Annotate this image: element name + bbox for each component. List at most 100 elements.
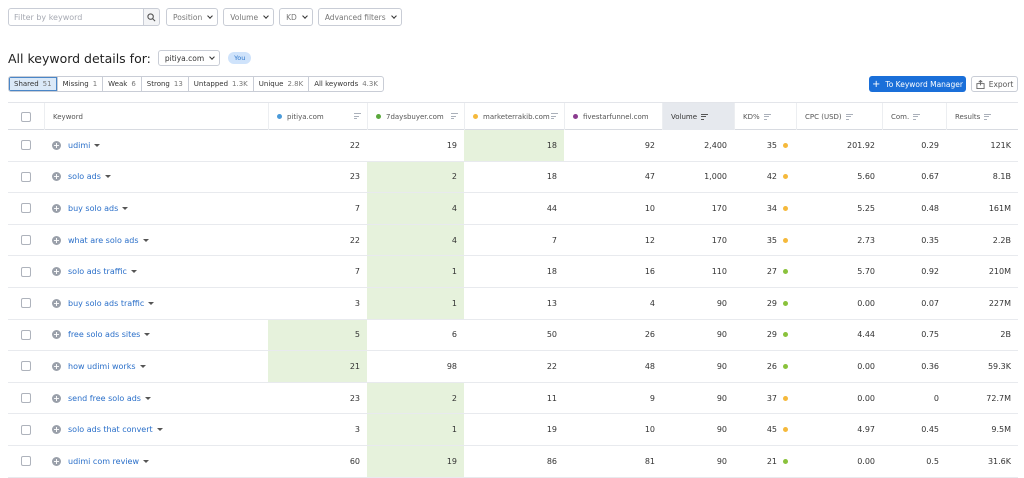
row-checkbox[interactable] [21, 140, 31, 151]
keyword-cell: + buy solo ads [44, 193, 268, 224]
search-button[interactable] [144, 8, 160, 26]
domain-selector[interactable]: pitiya.com [157, 50, 221, 66]
row-select-cell [8, 130, 44, 161]
chevron-down-icon [209, 53, 216, 60]
keyword-manager-button[interactable]: + To Keyword Manager [869, 76, 966, 92]
caret-down-icon[interactable] [122, 206, 129, 210]
cell-d1: 3 [354, 425, 360, 435]
row-checkbox[interactable] [21, 424, 31, 435]
keyword-link[interactable]: send free solo ads [68, 394, 151, 403]
col-results[interactable]: Results [946, 103, 1018, 130]
row-select-cell [8, 446, 44, 477]
col-domain-3[interactable]: marketerrakib.com [464, 103, 564, 130]
cell-d3: 19 [546, 425, 557, 435]
row-checkbox[interactable] [21, 329, 31, 340]
expand-plus-icon[interactable]: + [52, 330, 61, 340]
position-dropdown[interactable]: Position [166, 8, 219, 26]
caret-down-icon[interactable] [139, 364, 146, 368]
kd-value: 42 [766, 172, 777, 182]
keyword-text: send free solo ads [68, 393, 141, 403]
keyword-link[interactable]: buy solo ads traffic [68, 299, 155, 308]
caret-down-icon[interactable] [143, 459, 150, 463]
segment-tab-all-keywords[interactable]: All keywords 4.3K [309, 77, 383, 91]
volume-dropdown[interactable]: Volume [223, 8, 275, 26]
expand-plus-icon[interactable]: + [52, 140, 61, 150]
caret-down-icon[interactable] [130, 270, 137, 274]
cell-kd: 21 [734, 446, 796, 477]
cell-com: 0.36 [921, 361, 939, 371]
cell-d4: 48 [644, 361, 655, 371]
kd-value: 45 [766, 425, 777, 435]
keyword-link[interactable]: udimi [68, 141, 101, 150]
keyword-text: solo ads [68, 172, 101, 182]
row-checkbox[interactable] [21, 266, 31, 277]
keyword-filter-input[interactable] [8, 8, 144, 26]
row-select-cell [8, 225, 44, 256]
segment-tab-label: Shared [14, 80, 39, 88]
row-checkbox[interactable] [21, 456, 31, 467]
export-button[interactable]: Export [971, 76, 1018, 92]
keyword-link[interactable]: solo ads that convert [68, 425, 163, 434]
cell-d4: 47 [644, 172, 655, 182]
keyword-link[interactable]: how udimi works [68, 362, 146, 371]
expand-plus-icon[interactable]: + [52, 267, 61, 277]
advanced-filters-dropdown[interactable]: Advanced filters [317, 8, 402, 26]
cell-kd: 45 [734, 414, 796, 445]
cell-kd: 29 [734, 320, 796, 351]
expand-plus-icon[interactable]: + [52, 172, 61, 182]
kd-dropdown[interactable]: KD [279, 8, 313, 26]
kd-level-dot [783, 269, 788, 275]
table-row: + udimi com review 60 19 86 81 90 21 0.00 0.5 31.6… [8, 445, 1018, 478]
expand-plus-icon[interactable]: + [52, 361, 61, 371]
col-cpc[interactable]: CPC (USD) [796, 103, 882, 130]
segment-tab-missing[interactable]: Missing 1 [58, 77, 104, 91]
col-volume-label: Volume [671, 112, 698, 121]
col-kd[interactable]: KD% [734, 103, 796, 130]
segment-tab-unique[interactable]: Unique 2.8K [254, 77, 310, 91]
row-checkbox[interactable] [21, 203, 31, 214]
keyword-link[interactable]: udimi com review [68, 457, 150, 466]
cell-cpc: 5.25 [857, 203, 875, 213]
col-domain-2[interactable]: 7daysbuyer.com [367, 103, 464, 130]
col-results-label: Results [955, 112, 981, 121]
caret-down-icon[interactable] [148, 301, 155, 305]
row-checkbox[interactable] [21, 361, 31, 372]
caret-down-icon[interactable] [104, 175, 111, 179]
segment-tab-strong[interactable]: Strong 13 [142, 77, 189, 91]
caret-down-icon[interactable] [142, 238, 149, 242]
segment-tab-count: 6 [131, 80, 136, 88]
keyword-link[interactable]: solo ads [68, 172, 111, 181]
keyword-link[interactable]: free solo ads sites [68, 330, 151, 339]
advanced-filters-label: Advanced filters [324, 12, 386, 22]
select-all-checkbox[interactable] [21, 111, 31, 122]
col-volume[interactable]: Volume [662, 103, 734, 130]
segment-tab-weak[interactable]: Weak 6 [103, 77, 142, 91]
keyword-link[interactable]: buy solo ads [68, 204, 129, 213]
row-checkbox[interactable] [21, 235, 31, 246]
caret-down-icon[interactable] [144, 396, 151, 400]
row-checkbox[interactable] [21, 171, 31, 182]
col-keyword[interactable]: Keyword [44, 103, 268, 130]
expand-plus-icon[interactable]: + [52, 203, 61, 213]
cell-d2: 2 [367, 382, 464, 414]
expand-plus-icon[interactable]: + [52, 298, 61, 308]
segment-tab-shared[interactable]: Shared 51 [9, 77, 58, 91]
caret-down-icon[interactable] [94, 143, 101, 147]
caret-down-icon[interactable] [156, 428, 163, 432]
cell-cpc: 2.73 [857, 235, 875, 245]
keyword-link[interactable]: solo ads traffic [68, 267, 137, 276]
caret-down-icon[interactable] [144, 333, 151, 337]
cell-volume: 90 [716, 393, 727, 403]
col-domain-4[interactable]: fivestarfunnel.com [564, 103, 662, 130]
expand-plus-icon[interactable]: + [52, 425, 61, 435]
cell-d1: 22 [349, 140, 360, 150]
expand-plus-icon[interactable]: + [52, 393, 61, 403]
expand-plus-icon[interactable]: + [52, 456, 61, 466]
keyword-link[interactable]: what are solo ads [68, 236, 149, 245]
segment-tab-untapped[interactable]: Untapped 1.3K [189, 77, 254, 91]
expand-plus-icon[interactable]: + [52, 235, 61, 245]
row-checkbox[interactable] [21, 298, 31, 309]
col-com[interactable]: Com. [882, 103, 946, 130]
row-checkbox[interactable] [21, 393, 31, 404]
col-domain-1[interactable]: pitiya.com [268, 103, 367, 130]
